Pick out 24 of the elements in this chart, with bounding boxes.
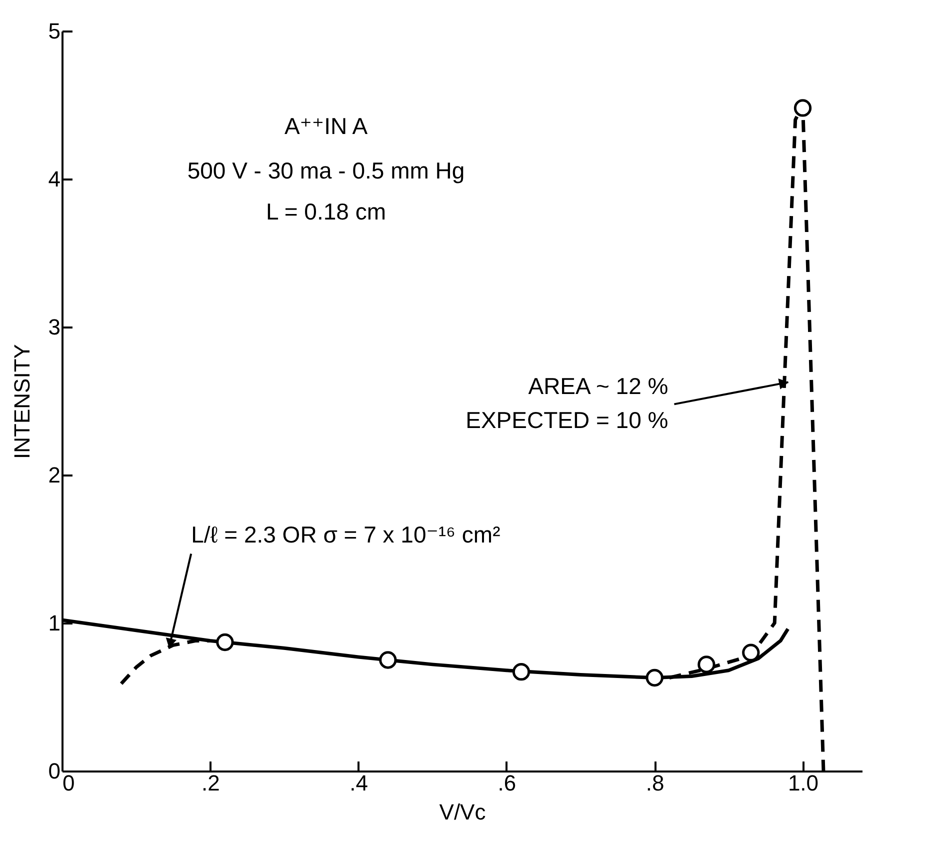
x-tick-label: .8 (646, 770, 664, 796)
point (379, 651, 397, 669)
y-tick-label: 5 (48, 18, 60, 44)
x-axis-title: V/Vc (439, 800, 486, 824)
x-tick-label: 1.0 (788, 770, 819, 796)
annotation: AREA ~ 12 % EXPECTED = 10 % (466, 373, 668, 434)
annotation: L = 0.18 cm (266, 198, 386, 224)
point (646, 668, 664, 687)
x-tick-label: .2 (201, 770, 220, 796)
point (698, 656, 716, 674)
x-tick-label: .6 (498, 770, 516, 796)
y-tick-label: 3 (48, 314, 60, 340)
annotation: A⁺⁺IN A (284, 113, 368, 140)
x-tick-label: .4 (350, 770, 368, 796)
y-tick-label: 1 (48, 610, 60, 636)
point (216, 633, 234, 652)
annotation: 500 V - 30 ma - 0.5 mm Hg (187, 158, 465, 184)
annotation: L/ℓ = 2.3 OR σ = 7 x 10⁻¹⁶ cm² (191, 522, 501, 548)
y-tick-label: 2 (48, 462, 60, 488)
y-tick-label: 4 (48, 166, 60, 192)
point (512, 663, 530, 681)
point (742, 644, 760, 662)
point (794, 99, 812, 117)
y-axis-title: INTENSITY (9, 344, 34, 459)
